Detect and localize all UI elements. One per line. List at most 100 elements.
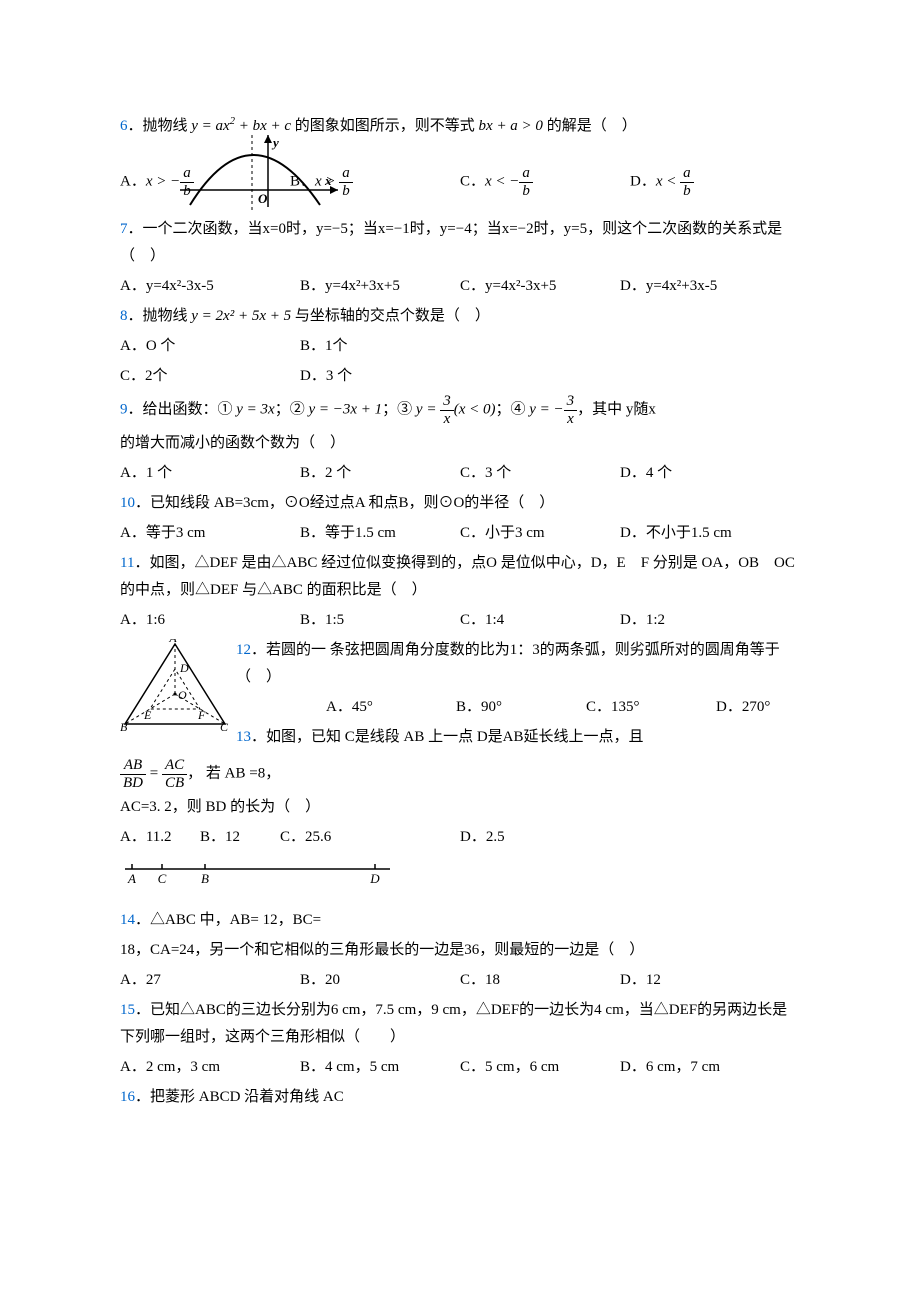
- q13-number: 13: [236, 729, 251, 745]
- q9-f2: y = −3x + 1: [308, 401, 382, 417]
- q9-f1: y = 3x: [236, 401, 274, 417]
- svg-text:F: F: [197, 708, 206, 722]
- q6-t2: 的图象如图所示，则不等式: [291, 118, 479, 134]
- q15-options: A．2 cm，3 cm B．4 cm，5 cm C．5 cm，6 cm D．6 …: [120, 1054, 800, 1081]
- q9-opt-C: C．3 个: [460, 460, 620, 487]
- svg-text:y: y: [271, 135, 279, 150]
- q9-opt-B: B．2 个: [300, 460, 460, 487]
- q12-opt-A: A．45°: [326, 694, 456, 721]
- q15-stem: 15．已知△ABC的三边长分别为6 cm，7.5 cm，9 cm，△DEF的一边…: [120, 997, 800, 1051]
- q9-s1: ；②: [275, 401, 309, 417]
- q9-opt-A: A．1 个: [120, 460, 300, 487]
- q12-stem-line1: 12．若圆的一 A B C D E F O 条弦把圆周角分度数的比为1：3的两条…: [120, 637, 800, 691]
- q16-number: 16: [120, 1089, 135, 1105]
- q9-number: 9: [120, 401, 128, 417]
- q10-text: ．已知线段 AB=3cm，⊙O经过点A 和点B，则⊙O的半径（ ）: [135, 495, 554, 511]
- q9-opt-D: D．4 个: [620, 460, 672, 487]
- q8-stem: 8．抛物线 y = 2x² + 5x + 5 与坐标轴的交点个数是（ ）: [120, 303, 800, 330]
- q7-opt-D: D．y=4x²+3x-5: [620, 273, 717, 300]
- q10-opt-B: B．等于1.5 cm: [300, 520, 460, 547]
- q6-eq3: bx + a > 0: [479, 118, 543, 134]
- q12-opt-D: D．270°: [716, 694, 770, 721]
- q13-opt-B: B．12: [200, 824, 280, 851]
- svg-text:O: O: [178, 688, 187, 702]
- q14-options: A．27 B．20 C．18 D．12: [120, 967, 800, 994]
- q9-s3: ；④: [495, 401, 529, 417]
- q8-opt-B: B．1个: [300, 333, 348, 360]
- q9-tail: ，其中 y随x: [577, 401, 656, 417]
- q7-opt-A: A．y=4x²-3x-5: [120, 273, 300, 300]
- q11-text: ．如图，△DEF 是由△ABC 经过位似变换得到的，点O 是位似中心，D，E F…: [120, 555, 795, 598]
- q6-eq1: y = ax2 + bx + c: [191, 118, 291, 134]
- q7-stem: 7．一个二次函数，当x=0时，y=−5；当x=−1时，y=−4；当x=−2时，y…: [120, 216, 800, 270]
- q9-f3frac: 3x: [440, 393, 454, 427]
- q13-frac2: ACCB: [162, 757, 187, 791]
- q13-opt-D: D．2.5: [460, 824, 505, 851]
- q15-number: 15: [120, 1002, 135, 1018]
- q11-stem: 11．如图，△DEF 是由△ABC 经过位似变换得到的，点O 是位似中心，D，E…: [120, 550, 800, 604]
- q9-f4frac: 3x: [564, 393, 578, 427]
- q15-opt-A: A．2 cm，3 cm: [120, 1054, 300, 1081]
- q13-opt-C: C．25.6: [280, 824, 460, 851]
- q6-number: 6: [120, 118, 128, 134]
- q13-number-line-figure: A C B D: [120, 857, 800, 897]
- q11-opt-C: C．1:4: [460, 607, 620, 634]
- q9-f3p: y =: [416, 401, 440, 417]
- q14-number: 14: [120, 912, 135, 928]
- q12-number: 12: [236, 642, 251, 658]
- q12-block: 12．若圆的一 A B C D E F O 条弦把圆周角分度数的比为1：3的两条…: [120, 637, 800, 754]
- q16-text: ．把菱形 ABCD 沿着对角线 AC: [135, 1089, 344, 1105]
- q13-line3: AC=3. 2，则 BD 的长为（ ）: [120, 794, 800, 821]
- q8-t2: 与坐标轴的交点个数是（ ）: [291, 308, 490, 324]
- q8-t1: ．抛物线: [128, 308, 192, 324]
- q12-options: A．45° B．90° C．135° D．270°: [236, 694, 800, 721]
- q7-opt-B: B．y=4x²+3x+5: [300, 273, 460, 300]
- q7-text: ．一个二次函数，当x=0时，y=−5；当x=−1时，y=−4；当x=−2时，y=…: [120, 221, 782, 264]
- q8-opt-D: D．3 个: [300, 363, 352, 390]
- q14-opt-D: D．12: [620, 967, 661, 994]
- q9-stem: 9．给出函数：① y = 3x；② y = −3x + 1；③ y = 3x(x…: [120, 393, 800, 427]
- q13-options: A．11.2 B．12 C．25.6 D．2.5: [120, 824, 800, 851]
- svg-text:D: D: [179, 661, 189, 675]
- q6-t3: 的解是（ ）: [543, 118, 637, 134]
- q7-options: A．y=4x²-3x-5 B．y=4x²+3x+5 C．y=4x²-3x+5 D…: [120, 273, 800, 300]
- q6-opt-D: D．x < ab: [630, 165, 800, 199]
- svg-text:E: E: [143, 708, 152, 722]
- q13-frac1: ABBD: [120, 757, 146, 791]
- q11-options: A．1:6 B．1:5 C．1:4 D．1:2: [120, 607, 800, 634]
- q13-opt-A: A．11.2: [120, 824, 200, 851]
- q15-opt-C: C．5 cm，6 cm: [460, 1054, 620, 1081]
- q10-opt-D: D．不小于1.5 cm: [620, 520, 732, 547]
- q8-options-row2: C．2个 D．3 个: [120, 363, 800, 390]
- q14-text: ．△ABC 中，AB= 12，BC=: [135, 912, 321, 928]
- q15-opt-D: D．6 cm，7 cm: [620, 1054, 720, 1081]
- q11-opt-B: B．1:5: [300, 607, 460, 634]
- q11-opt-D: D．1:2: [620, 607, 665, 634]
- q10-number: 10: [120, 495, 135, 511]
- q14-stem-line1: 14．△ABC 中，AB= 12，BC=: [120, 907, 800, 934]
- q10-options: A．等于3 cm B．等于1.5 cm C．小于3 cm D．不小于1.5 cm: [120, 520, 800, 547]
- q14-opt-A: A．27: [120, 967, 300, 994]
- q13-stem-line2: ABBD = ACCB， 若 AB =8，: [120, 757, 800, 791]
- q10-opt-A: A．等于3 cm: [120, 520, 300, 547]
- q11-opt-A: A．1:6: [120, 607, 300, 634]
- q12-opt-C: C．135°: [586, 694, 716, 721]
- q8-number: 8: [120, 308, 128, 324]
- q13-t2: ， 若 AB =8，: [187, 765, 280, 781]
- q15-text: ．已知△ABC的三边长分别为6 cm，7.5 cm，9 cm，△DEF的一边长为…: [120, 1002, 787, 1045]
- q9-s2: ；③: [382, 401, 416, 417]
- q6-t1: ．抛物线: [128, 118, 188, 134]
- q8-options-row1: A．O 个 B．1个: [120, 333, 800, 360]
- svg-text:x: x: [324, 173, 332, 188]
- q12-ta: ．若圆的一: [251, 642, 326, 658]
- q14-line2: 18，CA=24，另一个和它相似的三角形最长的一边是36，则最短的一边是（ ）: [120, 937, 800, 964]
- q6-opt-C: C．x < −ab: [460, 165, 630, 199]
- q15-opt-B: B．4 cm，5 cm: [300, 1054, 460, 1081]
- q13-eqmid: =: [146, 765, 162, 781]
- q9-line2: 的增大而减小的函数个数为（ ）: [120, 430, 800, 457]
- svg-text:A: A: [127, 871, 136, 886]
- q13-stem-line1: 13．如图，已知 C是线段 AB 上一点 D是AB延长线上一点，且: [120, 724, 800, 751]
- svg-text:C: C: [158, 871, 167, 886]
- svg-text:D: D: [369, 871, 380, 886]
- q7-opt-C: C．y=4x²-3x+5: [460, 273, 620, 300]
